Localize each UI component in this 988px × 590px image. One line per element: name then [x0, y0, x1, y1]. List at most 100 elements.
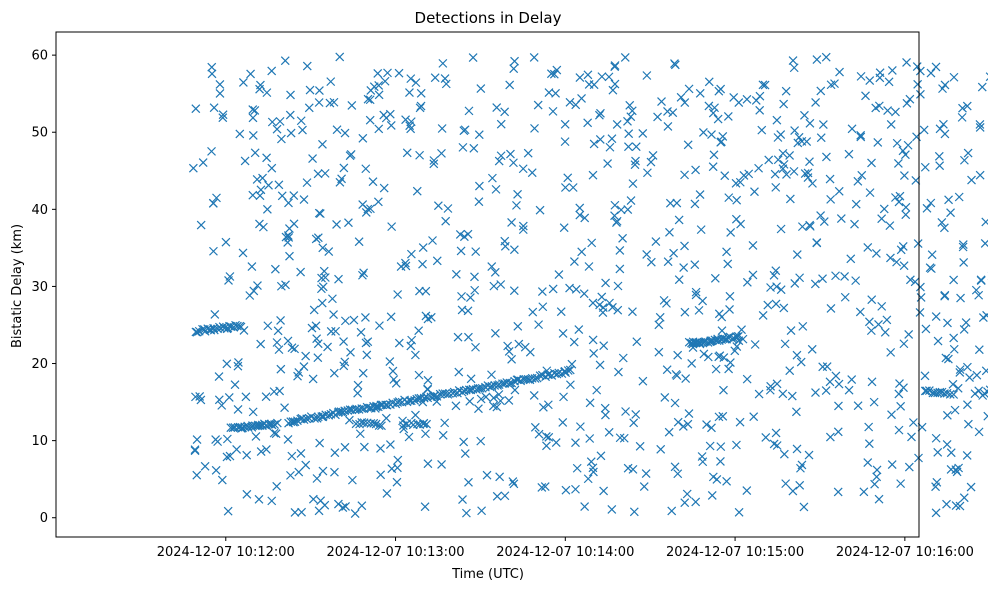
- data-point: [453, 332, 463, 342]
- data-point: [537, 287, 547, 296]
- data-point: [248, 407, 258, 417]
- data-point: [315, 438, 325, 448]
- data-point: [977, 82, 987, 92]
- data-point: [805, 157, 814, 167]
- data-point: [821, 152, 831, 162]
- data-point: [607, 504, 617, 514]
- data-point: [318, 282, 328, 292]
- data-point: [261, 444, 271, 454]
- data-point: [344, 415, 354, 425]
- data-point: [264, 180, 273, 190]
- data-point: [949, 344, 959, 354]
- data-point: [276, 364, 286, 374]
- data-point: [943, 354, 953, 364]
- data-point: [449, 387, 459, 397]
- data-point: [985, 72, 988, 82]
- data-point: [190, 445, 200, 455]
- data-point: [302, 61, 312, 71]
- data-point: [324, 410, 334, 420]
- data-point: [949, 72, 959, 82]
- data-point: [251, 432, 261, 441]
- data-point: [270, 264, 280, 274]
- data-point: [796, 357, 806, 367]
- data-point: [771, 266, 781, 276]
- data-point: [766, 381, 776, 391]
- data-point: [910, 277, 920, 287]
- data-point: [938, 119, 948, 129]
- x-tick-label: 2024-12-07 10:14:00: [496, 545, 634, 560]
- data-point: [312, 334, 322, 344]
- data-point: [711, 364, 721, 374]
- data-point: [302, 414, 312, 424]
- data-point: [705, 441, 715, 451]
- data-point: [811, 97, 821, 107]
- data-point: [850, 219, 859, 229]
- data-point: [771, 299, 781, 309]
- data-point: [546, 69, 556, 79]
- data-point: [872, 465, 882, 475]
- data-point: [584, 262, 594, 271]
- data-point: [219, 323, 229, 333]
- data-point: [357, 404, 367, 413]
- data-point: [418, 419, 428, 429]
- data-point: [926, 68, 936, 78]
- data-point: [544, 432, 554, 442]
- data-point: [477, 506, 487, 516]
- data-point: [716, 456, 725, 466]
- data-point: [800, 110, 809, 120]
- data-point: [816, 211, 826, 220]
- data-point: [464, 477, 473, 487]
- data-point: [690, 199, 700, 209]
- data-point: [663, 107, 672, 116]
- data-point: [444, 388, 454, 398]
- data-point: [506, 149, 515, 159]
- data-point: [432, 256, 442, 266]
- data-point: [847, 375, 857, 384]
- data-point: [565, 365, 575, 375]
- data-point: [415, 150, 425, 160]
- data-point: [933, 447, 943, 457]
- data-point: [956, 293, 965, 303]
- data-point: [891, 107, 900, 117]
- data-point: [525, 347, 535, 357]
- data-point: [836, 214, 846, 223]
- data-point: [537, 483, 547, 492]
- data-point: [882, 315, 892, 325]
- data-point: [438, 58, 448, 68]
- data-point: [208, 198, 218, 208]
- data-point: [702, 420, 711, 429]
- data-point: [680, 498, 690, 508]
- data-point: [825, 377, 835, 387]
- data-point: [927, 250, 937, 260]
- data-point: [610, 200, 620, 210]
- data-point: [851, 276, 861, 286]
- data-point: [455, 230, 465, 239]
- data-point: [725, 291, 735, 301]
- data-point: [374, 81, 384, 90]
- data-point: [708, 108, 718, 118]
- data-point: [340, 442, 350, 452]
- data-point: [534, 320, 544, 330]
- data-point: [894, 389, 904, 399]
- data-point: [626, 112, 636, 122]
- data-point: [822, 362, 832, 371]
- data-point: [509, 479, 519, 489]
- data-point: [275, 116, 285, 126]
- data-point: [319, 266, 329, 276]
- data-point: [646, 157, 656, 167]
- data-point: [211, 465, 221, 475]
- data-point: [831, 271, 840, 281]
- data-point: [922, 203, 932, 213]
- data-point: [313, 233, 323, 243]
- data-point: [335, 177, 345, 187]
- data-point: [596, 108, 605, 118]
- data-point: [365, 95, 375, 105]
- data-point: [804, 450, 814, 460]
- data-point: [383, 68, 392, 78]
- data-point: [742, 486, 752, 496]
- data-point: [577, 247, 587, 257]
- data-point: [665, 227, 674, 237]
- data-point: [272, 418, 282, 428]
- data-point: [588, 335, 598, 345]
- data-point: [267, 117, 277, 127]
